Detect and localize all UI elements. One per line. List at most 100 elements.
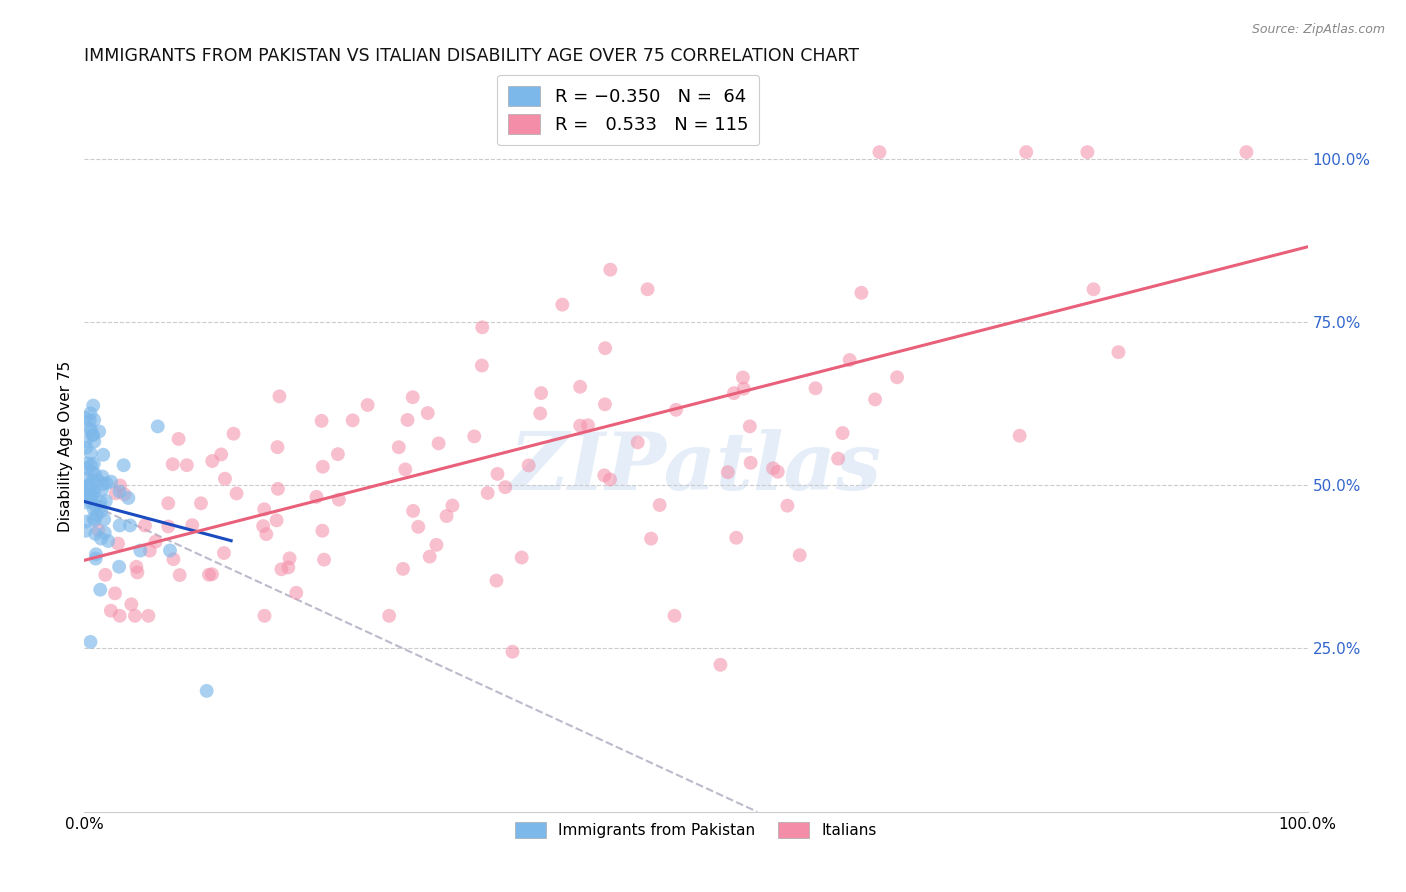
Point <box>84 467 107 482</box>
Point <box>637 282 659 296</box>
Point <box>89 582 111 597</box>
Point <box>838 353 860 368</box>
Point <box>76 456 98 470</box>
Point <box>84 526 107 541</box>
Text: IMMIGRANTS FROM PAKISTAN VS ITALIAN DISABILITY AGE OVER 75 CORRELATION CHART: IMMIGRANTS FROM PAKISTAN VS ITALIAN DISA… <box>84 47 859 65</box>
Point <box>82 490 104 504</box>
Point <box>97 534 120 549</box>
Point <box>494 480 516 494</box>
Point <box>378 608 401 623</box>
Point <box>77 490 100 504</box>
Point <box>79 422 101 436</box>
Point <box>593 341 616 355</box>
Point <box>640 532 662 546</box>
Point <box>278 551 301 566</box>
Point <box>214 472 236 486</box>
Point <box>112 458 135 473</box>
Point <box>740 456 762 470</box>
Point <box>266 440 288 454</box>
Point <box>134 518 156 533</box>
Point <box>723 386 745 401</box>
Point <box>717 465 740 479</box>
Point <box>91 469 114 483</box>
Point <box>388 440 411 454</box>
Point <box>84 547 107 561</box>
Point <box>267 482 290 496</box>
Point <box>83 485 105 500</box>
Point <box>252 519 274 533</box>
Point <box>776 499 799 513</box>
Point <box>190 496 212 510</box>
Point <box>75 515 97 529</box>
Point <box>402 390 425 404</box>
Point <box>90 483 112 497</box>
Point <box>709 657 731 672</box>
Point <box>1236 145 1258 160</box>
Point <box>270 562 292 576</box>
Point <box>253 608 276 623</box>
Point <box>569 380 592 394</box>
Point <box>664 608 686 623</box>
Point <box>104 586 127 600</box>
Point <box>477 486 499 500</box>
Point <box>593 468 616 483</box>
Point <box>648 498 671 512</box>
Point <box>79 635 101 649</box>
Point <box>593 397 616 411</box>
Point <box>75 441 97 455</box>
Point <box>517 458 540 473</box>
Point <box>425 538 447 552</box>
Point <box>157 519 180 533</box>
Point <box>312 459 335 474</box>
Point <box>82 427 104 442</box>
Point <box>100 475 122 489</box>
Point <box>201 567 224 582</box>
Point <box>90 504 112 518</box>
Point <box>83 457 105 471</box>
Point <box>1107 345 1129 359</box>
Point <box>486 467 509 481</box>
Point <box>269 389 291 403</box>
Point <box>312 552 335 566</box>
Point <box>80 423 103 437</box>
Point <box>75 461 97 475</box>
Point <box>326 447 349 461</box>
Point <box>285 586 308 600</box>
Point <box>198 567 221 582</box>
Point <box>738 419 761 434</box>
Point <box>108 608 131 623</box>
Point <box>406 520 429 534</box>
Point <box>305 490 328 504</box>
Point <box>1083 282 1105 296</box>
Point <box>167 432 190 446</box>
Point <box>485 574 508 588</box>
Point <box>886 370 908 384</box>
Point <box>77 470 100 484</box>
Point <box>82 483 104 498</box>
Point <box>869 145 891 160</box>
Point <box>599 262 621 277</box>
Point <box>94 494 117 508</box>
Point <box>79 413 101 427</box>
Point <box>90 532 112 546</box>
Point <box>222 426 245 441</box>
Point <box>124 608 146 623</box>
Point <box>77 482 100 496</box>
Point <box>266 513 288 527</box>
Point <box>159 543 181 558</box>
Point <box>1076 145 1098 160</box>
Point <box>733 382 755 396</box>
Point <box>96 476 118 491</box>
Point <box>277 560 299 574</box>
Point <box>75 495 97 509</box>
Point <box>569 418 592 433</box>
Point <box>169 568 191 582</box>
Point <box>83 434 105 449</box>
Point <box>201 454 224 468</box>
Point <box>120 597 142 611</box>
Point <box>530 386 553 401</box>
Point <box>80 458 103 472</box>
Point <box>441 499 464 513</box>
Point <box>529 406 551 420</box>
Point <box>328 492 350 507</box>
